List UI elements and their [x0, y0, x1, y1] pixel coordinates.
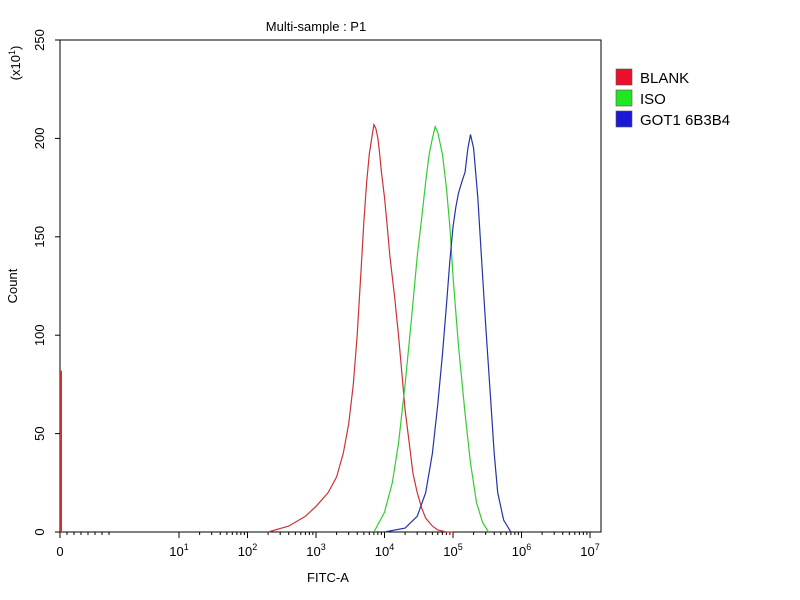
legend-swatch	[615, 89, 633, 107]
y-tick-label: 150	[32, 226, 47, 248]
series-layer	[60, 122, 512, 533]
plot-frame	[59, 39, 602, 533]
y-axis-ticks: 0 50 100 150 200 250	[32, 29, 60, 536]
x-tick-label: 105	[443, 542, 462, 559]
series-line-blank	[267, 122, 453, 533]
y-tick-label: 250	[32, 29, 47, 51]
legend: BLANK ISO GOT1 6B3B4	[615, 68, 730, 129]
series-line-iso	[373, 124, 490, 533]
series-line-got1-6b3b4	[384, 134, 512, 533]
x-tick-label: 102	[238, 542, 257, 559]
y-tick-label: 200	[32, 128, 47, 150]
legend-swatch	[615, 110, 633, 128]
x-tick-label: 103	[306, 542, 325, 559]
y-tick-label: 50	[32, 426, 47, 440]
x-axis-label: FITC-A	[307, 570, 349, 585]
y-multiplier-close: )	[8, 46, 23, 50]
x-tick-label: 0	[56, 544, 63, 559]
x-tick-label: 106	[512, 542, 531, 559]
x-tick-label: 101	[169, 542, 188, 559]
y-tick-label: 100	[32, 324, 47, 346]
y-axis-label: Count	[5, 268, 20, 303]
y-tick-label: 0	[32, 528, 47, 535]
x-tick-label: 104	[375, 542, 394, 559]
chart-title: Multi-sample : P1	[266, 19, 366, 34]
x-tick-label: 107	[580, 542, 599, 559]
y-axis-multiplier: (x101)	[7, 46, 23, 81]
legend-label: ISO	[640, 91, 666, 108]
legend-swatch	[615, 68, 633, 86]
svg-text:(x101): (x101)	[7, 46, 23, 81]
y-multiplier-base: (x10	[8, 55, 23, 80]
y-multiplier-exp: 1	[7, 50, 17, 55]
x-axis-ticks: 0 101 102 103 104 105 106 107	[56, 532, 600, 559]
legend-label: GOT1 6B3B4	[640, 112, 730, 129]
legend-label: BLANK	[640, 70, 689, 87]
